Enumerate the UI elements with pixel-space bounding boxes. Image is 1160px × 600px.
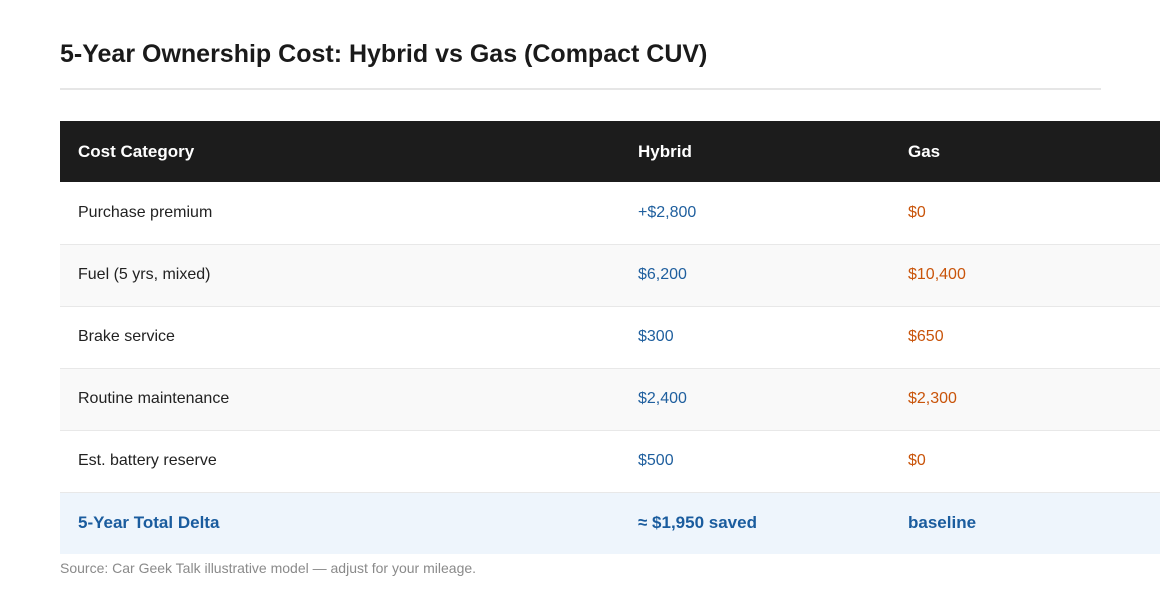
table-row: Brake service $300 $650	[60, 306, 1160, 368]
table-cell: Brake service	[78, 328, 175, 345]
table-cell: Fuel (5 yrs, mixed)	[78, 266, 211, 283]
table-cell: $300	[638, 328, 674, 345]
total-cell: 5-Year Total Delta	[78, 513, 220, 533]
table-cell: $2,300	[908, 390, 957, 407]
cost-table: Cost Category Hybrid Gas Purchase premiu…	[60, 121, 1160, 554]
table-cell: $2,400	[638, 390, 687, 407]
table-cell: Routine maintenance	[78, 390, 230, 407]
table-cell: +$2,800	[638, 203, 697, 221]
table-row: Purchase premium +$2,800 $0	[60, 182, 1160, 244]
table-row: Fuel (5 yrs, mixed) $6,200 $10,400	[60, 244, 1160, 306]
total-row: 5-Year Total Delta ≈ $1,950 saved baseline	[60, 492, 1160, 554]
table-row: Routine maintenance $2,400 $2,300	[60, 368, 1160, 430]
table-head: Cost Category Hybrid Gas	[60, 121, 1160, 182]
page-title: 5-Year Ownership Cost: Hybrid vs Gas (Co…	[60, 40, 708, 68]
total-cell: baseline	[908, 513, 977, 533]
table-cell: $650	[908, 328, 944, 345]
column-header: Cost Category	[78, 141, 195, 161]
table-cell: Est. battery reserve	[78, 452, 217, 469]
header-row: Cost Category Hybrid Gas	[60, 121, 1160, 182]
table-cell: $10,400	[908, 266, 966, 283]
table-cell: $500	[638, 452, 674, 469]
table-cell: $0	[908, 452, 926, 469]
table-body: Purchase premium +$2,800 $0 Fuel (5 yrs, mi…	[60, 182, 1160, 554]
source-note: Source: Car Geek Talk illustrative model…	[60, 560, 477, 576]
column-header: Gas	[908, 141, 941, 161]
table-cell: $0	[908, 203, 926, 221]
divider	[60, 88, 1101, 90]
column-header: Hybrid	[638, 141, 692, 161]
total-cell: ≈ $1,950 saved	[638, 513, 757, 533]
table-cell: Purchase premium	[78, 203, 213, 221]
table-row: Est. battery reserve $500 $0	[60, 430, 1160, 492]
table-cell: $6,200	[638, 266, 687, 283]
